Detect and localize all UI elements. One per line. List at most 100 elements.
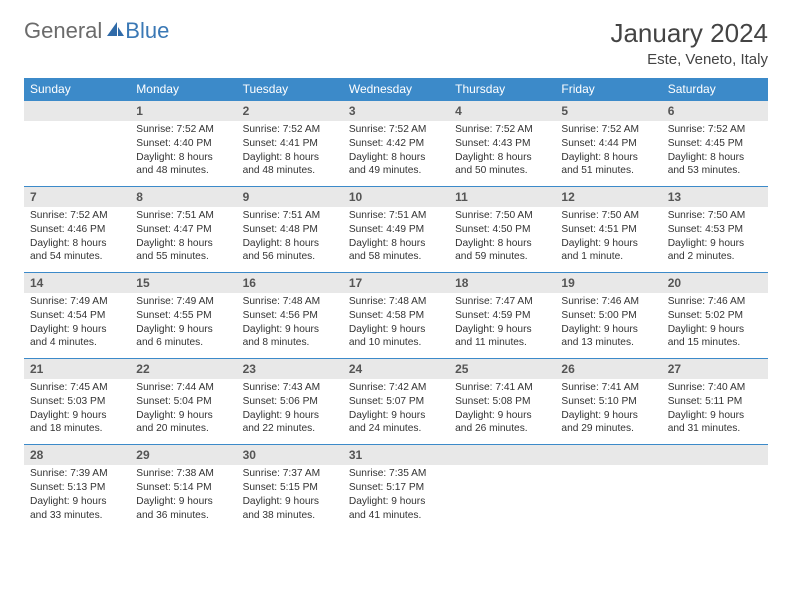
sunrise-text: Sunrise: 7:52 AM xyxy=(30,209,124,223)
day-content-cell: Sunrise: 7:48 AMSunset: 4:58 PMDaylight:… xyxy=(343,293,449,359)
sunset-text: Sunset: 5:04 PM xyxy=(136,395,230,409)
daynum-row: 21222324252627 xyxy=(24,359,768,380)
day-content-cell: Sunrise: 7:52 AMSunset: 4:46 PMDaylight:… xyxy=(24,207,130,273)
daylight-text: Daylight: 9 hours and 8 minutes. xyxy=(243,323,337,351)
sunrise-text: Sunrise: 7:39 AM xyxy=(30,467,124,481)
sunset-text: Sunset: 5:15 PM xyxy=(243,481,337,495)
sunset-text: Sunset: 4:41 PM xyxy=(243,137,337,151)
sunset-text: Sunset: 4:48 PM xyxy=(243,223,337,237)
sunset-text: Sunset: 5:08 PM xyxy=(455,395,549,409)
day-number-cell: 15 xyxy=(130,273,236,294)
day-content-cell: Sunrise: 7:43 AMSunset: 5:06 PMDaylight:… xyxy=(237,379,343,445)
calendar-table: Sunday Monday Tuesday Wednesday Thursday… xyxy=(24,78,768,530)
sunrise-text: Sunrise: 7:46 AM xyxy=(561,295,655,309)
month-title: January 2024 xyxy=(610,18,768,49)
day-number-cell: 19 xyxy=(555,273,661,294)
daynum-row: 78910111213 xyxy=(24,187,768,208)
sunset-text: Sunset: 5:02 PM xyxy=(668,309,762,323)
col-mon: Monday xyxy=(130,78,236,101)
day-content-cell: Sunrise: 7:46 AMSunset: 5:00 PMDaylight:… xyxy=(555,293,661,359)
header: General Blue January 2024 Este, Veneto, … xyxy=(24,18,768,68)
day-content-cell: Sunrise: 7:51 AMSunset: 4:48 PMDaylight:… xyxy=(237,207,343,273)
daylight-text: Daylight: 8 hours and 49 minutes. xyxy=(349,151,443,179)
day-number-cell: 4 xyxy=(449,101,555,122)
sunset-text: Sunset: 5:10 PM xyxy=(561,395,655,409)
daylight-text: Daylight: 8 hours and 51 minutes. xyxy=(561,151,655,179)
day-content-cell: Sunrise: 7:37 AMSunset: 5:15 PMDaylight:… xyxy=(237,465,343,530)
sunset-text: Sunset: 5:11 PM xyxy=(668,395,762,409)
day-content-cell: Sunrise: 7:48 AMSunset: 4:56 PMDaylight:… xyxy=(237,293,343,359)
daylight-text: Daylight: 8 hours and 53 minutes. xyxy=(668,151,762,179)
day-number-cell: 17 xyxy=(343,273,449,294)
daylight-text: Daylight: 9 hours and 36 minutes. xyxy=(136,495,230,523)
day-number-cell: 18 xyxy=(449,273,555,294)
daylight-text: Daylight: 9 hours and 29 minutes. xyxy=(561,409,655,437)
sunrise-text: Sunrise: 7:52 AM xyxy=(243,123,337,137)
sunrise-text: Sunrise: 7:48 AM xyxy=(243,295,337,309)
col-thu: Thursday xyxy=(449,78,555,101)
day-number-cell: 21 xyxy=(24,359,130,380)
sunrise-text: Sunrise: 7:43 AM xyxy=(243,381,337,395)
day-content-cell: Sunrise: 7:44 AMSunset: 5:04 PMDaylight:… xyxy=(130,379,236,445)
sunset-text: Sunset: 5:00 PM xyxy=(561,309,655,323)
sunset-text: Sunset: 4:47 PM xyxy=(136,223,230,237)
col-sun: Sunday xyxy=(24,78,130,101)
day-content-cell: Sunrise: 7:40 AMSunset: 5:11 PMDaylight:… xyxy=(662,379,768,445)
brand-logo: General Blue xyxy=(24,18,169,44)
sunset-text: Sunset: 5:03 PM xyxy=(30,395,124,409)
sunset-text: Sunset: 4:44 PM xyxy=(561,137,655,151)
day-number-cell: 10 xyxy=(343,187,449,208)
sunrise-text: Sunrise: 7:49 AM xyxy=(30,295,124,309)
day-content-cell: Sunrise: 7:51 AMSunset: 4:49 PMDaylight:… xyxy=(343,207,449,273)
daylight-text: Daylight: 8 hours and 55 minutes. xyxy=(136,237,230,265)
day-number-cell xyxy=(24,101,130,122)
day-number-cell: 2 xyxy=(237,101,343,122)
sunset-text: Sunset: 4:50 PM xyxy=(455,223,549,237)
sunrise-text: Sunrise: 7:38 AM xyxy=(136,467,230,481)
daylight-text: Daylight: 9 hours and 20 minutes. xyxy=(136,409,230,437)
day-number-cell xyxy=(449,445,555,466)
day-content-cell: Sunrise: 7:50 AMSunset: 4:53 PMDaylight:… xyxy=(662,207,768,273)
daylight-text: Daylight: 9 hours and 24 minutes. xyxy=(349,409,443,437)
sunrise-text: Sunrise: 7:41 AM xyxy=(455,381,549,395)
sunrise-text: Sunrise: 7:44 AM xyxy=(136,381,230,395)
sail-icon xyxy=(105,18,125,44)
day-number-cell: 24 xyxy=(343,359,449,380)
daylight-text: Daylight: 9 hours and 33 minutes. xyxy=(30,495,124,523)
col-sat: Saturday xyxy=(662,78,768,101)
day-content-cell: Sunrise: 7:38 AMSunset: 5:14 PMDaylight:… xyxy=(130,465,236,530)
sunrise-text: Sunrise: 7:51 AM xyxy=(349,209,443,223)
day-content-cell: Sunrise: 7:42 AMSunset: 5:07 PMDaylight:… xyxy=(343,379,449,445)
col-tue: Tuesday xyxy=(237,78,343,101)
day-number-cell: 20 xyxy=(662,273,768,294)
sunrise-text: Sunrise: 7:42 AM xyxy=(349,381,443,395)
daylight-text: Daylight: 9 hours and 4 minutes. xyxy=(30,323,124,351)
content-row: Sunrise: 7:39 AMSunset: 5:13 PMDaylight:… xyxy=(24,465,768,530)
sunrise-text: Sunrise: 7:49 AM xyxy=(136,295,230,309)
sunset-text: Sunset: 4:51 PM xyxy=(561,223,655,237)
day-number-cell: 11 xyxy=(449,187,555,208)
sunset-text: Sunset: 5:14 PM xyxy=(136,481,230,495)
sunset-text: Sunset: 4:59 PM xyxy=(455,309,549,323)
day-number-cell xyxy=(662,445,768,466)
daylight-text: Daylight: 8 hours and 56 minutes. xyxy=(243,237,337,265)
sunrise-text: Sunrise: 7:52 AM xyxy=(561,123,655,137)
sunrise-text: Sunrise: 7:41 AM xyxy=(561,381,655,395)
day-content-cell: Sunrise: 7:52 AMSunset: 4:44 PMDaylight:… xyxy=(555,121,661,187)
sunrise-text: Sunrise: 7:45 AM xyxy=(30,381,124,395)
daylight-text: Daylight: 8 hours and 59 minutes. xyxy=(455,237,549,265)
day-number-cell: 16 xyxy=(237,273,343,294)
day-header-row: Sunday Monday Tuesday Wednesday Thursday… xyxy=(24,78,768,101)
sunset-text: Sunset: 4:45 PM xyxy=(668,137,762,151)
daylight-text: Daylight: 9 hours and 41 minutes. xyxy=(349,495,443,523)
sunset-text: Sunset: 4:53 PM xyxy=(668,223,762,237)
daylight-text: Daylight: 8 hours and 54 minutes. xyxy=(30,237,124,265)
day-content-cell: Sunrise: 7:39 AMSunset: 5:13 PMDaylight:… xyxy=(24,465,130,530)
day-number-cell: 25 xyxy=(449,359,555,380)
day-number-cell: 9 xyxy=(237,187,343,208)
day-content-cell xyxy=(449,465,555,530)
sunrise-text: Sunrise: 7:50 AM xyxy=(668,209,762,223)
sunrise-text: Sunrise: 7:50 AM xyxy=(561,209,655,223)
day-number-cell: 29 xyxy=(130,445,236,466)
day-content-cell xyxy=(555,465,661,530)
